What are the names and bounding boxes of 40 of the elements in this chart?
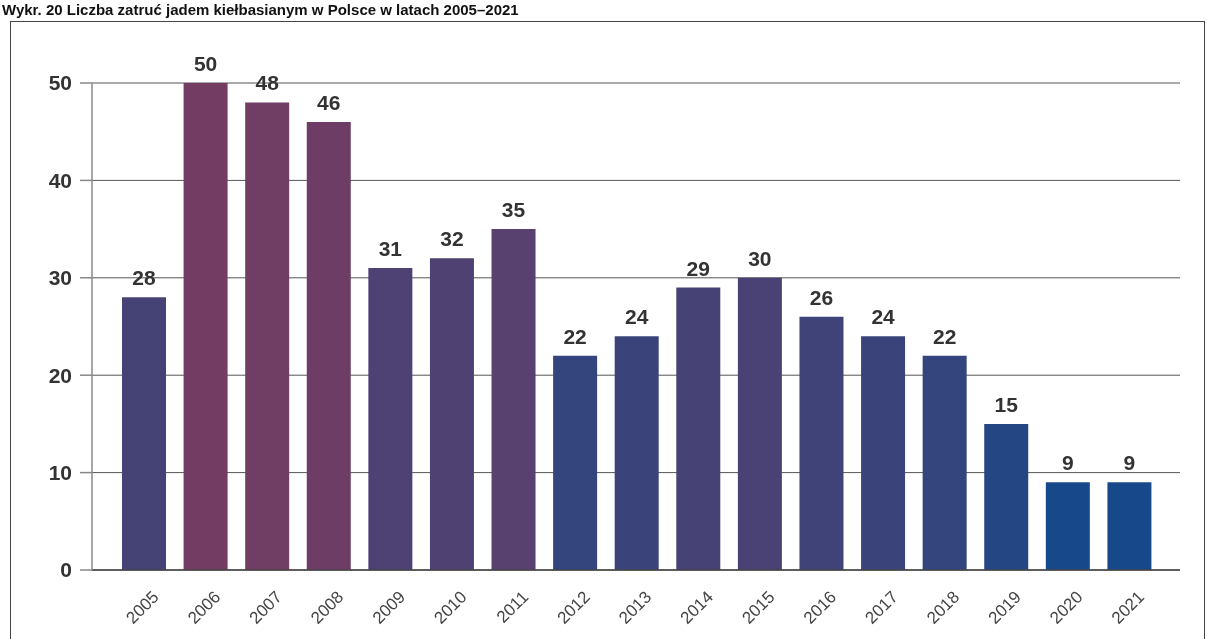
data-label: 22 — [932, 324, 957, 348]
chart-title: Wykr. 20 Liczba zatruć jadem kiełbasianym w Polsce w latach 2005–2021 — [2, 0, 519, 19]
y-tick-label: 50 — [48, 71, 72, 95]
bar — [676, 287, 721, 570]
data-label: 32 — [440, 227, 464, 251]
data-label: 15 — [994, 392, 1019, 416]
data-label: 22 — [563, 324, 587, 348]
data-label: 26 — [809, 285, 834, 309]
bar — [183, 83, 228, 570]
bar — [984, 423, 1029, 570]
bar — [368, 268, 413, 570]
y-tick-label: 40 — [48, 168, 72, 192]
data-label: 31 — [378, 237, 403, 261]
bar — [799, 316, 844, 570]
y-tick-label: 0 — [60, 558, 72, 582]
bar — [306, 121, 351, 570]
data-label: 9 — [1123, 451, 1136, 475]
bar — [861, 336, 906, 570]
bar — [122, 297, 166, 570]
bar — [614, 336, 659, 570]
y-tick-label: 10 — [48, 461, 72, 485]
bar — [1107, 482, 1152, 570]
data-label: 30 — [748, 246, 772, 270]
data-label: 48 — [255, 71, 280, 95]
data-label: 24 — [625, 305, 649, 329]
bar — [1045, 482, 1090, 570]
bar — [429, 258, 474, 570]
data-label: 35 — [501, 198, 526, 222]
bar — [245, 102, 290, 570]
data-label: 9 — [1061, 451, 1074, 475]
y-tick-label: 30 — [48, 266, 72, 290]
bar — [737, 277, 782, 570]
data-label: 46 — [317, 90, 341, 114]
bar — [922, 355, 967, 570]
data-label: 50 — [193, 52, 218, 75]
y-tick-label: 20 — [48, 363, 72, 387]
data-label: 29 — [686, 256, 710, 280]
bar — [491, 229, 536, 570]
data-label: 24 — [871, 305, 896, 329]
bar — [553, 355, 598, 570]
